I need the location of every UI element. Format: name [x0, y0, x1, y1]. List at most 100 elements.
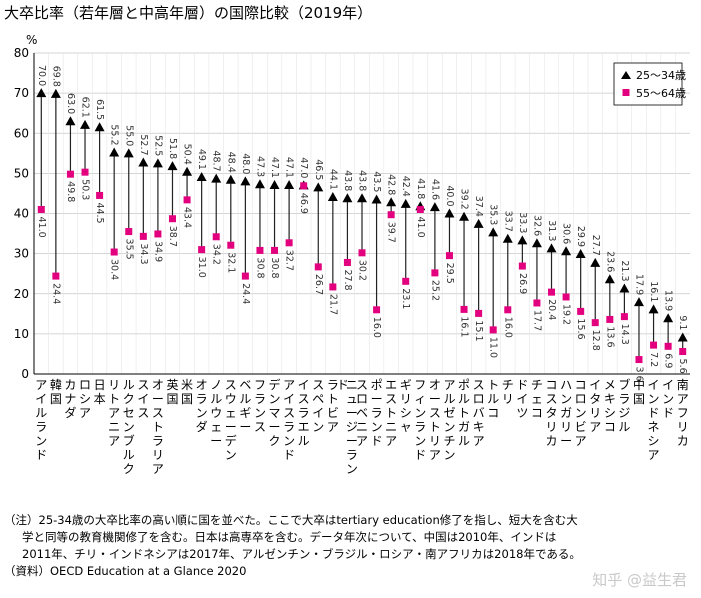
value-label-55-64: 30.2: [357, 260, 368, 281]
category-label-char: ブ: [123, 433, 135, 448]
category-label-char: ニ: [356, 420, 368, 434]
value-label-25-34: 43.8: [342, 170, 353, 191]
marker-25-34: [488, 227, 499, 237]
marker-25-34: [94, 122, 105, 132]
y-tick-label: 80: [14, 46, 29, 60]
value-label-25-34: 69.8: [50, 66, 61, 87]
category-label-char: ー: [346, 434, 358, 448]
marker-55-64: [271, 246, 279, 254]
category-label-char: ー: [210, 434, 222, 448]
category-label-char: ア: [356, 434, 368, 448]
category-label-char: ス: [298, 392, 310, 406]
value-label-55-64: 50.3: [80, 179, 91, 200]
marker-55-64: [183, 196, 191, 204]
category-label-char: ゼ: [443, 406, 455, 420]
value-label-25-34: 31.3: [546, 220, 557, 241]
value-label-25-34: 42.8: [386, 174, 397, 195]
value-label-55-64: 25.2: [429, 280, 440, 301]
marker-25-34: [677, 332, 688, 342]
category-label-char: ア: [589, 420, 601, 434]
marker-55-64: [533, 299, 541, 307]
marker-55-64: [431, 269, 439, 277]
category-label-char: ラ: [327, 378, 339, 392]
category-label-char: イ: [662, 378, 674, 392]
category-label-char: ラ: [196, 392, 208, 406]
category-label-char: タ: [546, 406, 558, 420]
marker-25-34: [254, 179, 265, 189]
category-label-char: ド: [283, 448, 295, 462]
category-label-char: ェ: [210, 420, 222, 434]
category-label-char: 国: [50, 392, 62, 406]
category-label-char: ル: [618, 420, 630, 434]
category-label-char: イ: [589, 378, 601, 392]
category-label-char: ド: [337, 378, 349, 392]
value-label-25-34: 30.6: [561, 223, 572, 244]
legend-marker-55-64: [622, 89, 630, 96]
category-label-char: ロ: [575, 392, 587, 406]
marker-25-34: [342, 193, 353, 203]
category-label-char: ジ: [618, 406, 630, 420]
y-unit-label: %: [26, 33, 37, 47]
category-label-char: ラ: [152, 434, 164, 448]
value-label-25-34: 50.4: [182, 144, 193, 165]
category-label-char: ア: [575, 434, 587, 448]
y-tick-label: 0: [21, 367, 29, 381]
marker-25-34: [50, 88, 61, 98]
category-label-char: リ: [677, 420, 689, 434]
category-label-char: シ: [79, 392, 91, 406]
value-label-25-34: 33.3: [517, 212, 528, 233]
category-label-char: ス: [137, 378, 149, 392]
value-label-25-34: 35.3: [488, 204, 499, 225]
category-label-char: 米: [181, 378, 193, 392]
value-label-25-34: 52.7: [138, 134, 149, 155]
category-label-char: ウ: [210, 406, 222, 420]
value-label-55-64: 27.8: [342, 269, 353, 290]
value-label-55-64: 32.7: [284, 250, 295, 271]
value-label-25-34: 44.1: [327, 169, 338, 190]
category-label-char: ビ: [327, 406, 339, 420]
category-label-char: ス: [356, 378, 368, 392]
y-tick-label: 30: [14, 247, 29, 261]
value-label-25-34: 43.8: [357, 170, 368, 191]
marker-25-34: [327, 192, 338, 202]
category-label-char: キ: [473, 420, 485, 434]
category-label-char: エ: [385, 378, 397, 392]
category-label-char: 国: [166, 392, 178, 406]
marker-55-64: [664, 342, 672, 350]
marker-25-34: [109, 147, 120, 157]
marker-25-34: [152, 158, 163, 168]
marker-25-34: [167, 161, 178, 171]
value-label-25-34: 21.3: [619, 260, 630, 281]
category-label-char: フ: [254, 378, 266, 392]
value-label-55-64: 32.1: [225, 252, 236, 273]
category-label-char: キ: [604, 392, 616, 406]
category-label-char: ラ: [283, 420, 295, 434]
category-label-char: ナ: [64, 392, 76, 406]
category-label-char: ハ: [560, 378, 572, 392]
marker-55-64: [650, 341, 658, 349]
value-label-55-64: 16.0: [371, 317, 382, 338]
category-label-char: ア: [648, 448, 660, 462]
category-label-char: リ: [502, 392, 514, 406]
category-label-char: 国: [181, 392, 193, 406]
category-label-char: ン: [414, 406, 426, 420]
category-label-char: ノ: [210, 378, 222, 392]
marker-55-64: [329, 283, 337, 291]
value-label-55-64: 34.2: [211, 244, 222, 265]
category-label-char: 英: [166, 378, 178, 392]
category-label-char: ア: [108, 434, 120, 448]
note-line-2: 学と同等の教育機関修了を含む。日本は高専卒を含む。データ年次について、中国は20…: [22, 530, 557, 544]
category-label-char: イ: [137, 392, 149, 406]
category-label-char: シ: [604, 406, 616, 420]
value-label-55-64: 49.8: [65, 181, 76, 202]
category-label-char: ト: [429, 420, 441, 434]
value-label-55-64: 41.0: [415, 216, 426, 237]
category-label-char: ル: [239, 392, 251, 406]
marker-55-64: [241, 272, 249, 280]
value-label-55-64: 34.9: [152, 241, 163, 262]
category-label-char: ル: [123, 448, 135, 462]
value-label-55-64: 6.9: [663, 353, 674, 368]
category-label-char: ド: [516, 378, 528, 392]
category-label-char: ア: [35, 378, 47, 392]
y-tick-label: 70: [14, 86, 29, 100]
